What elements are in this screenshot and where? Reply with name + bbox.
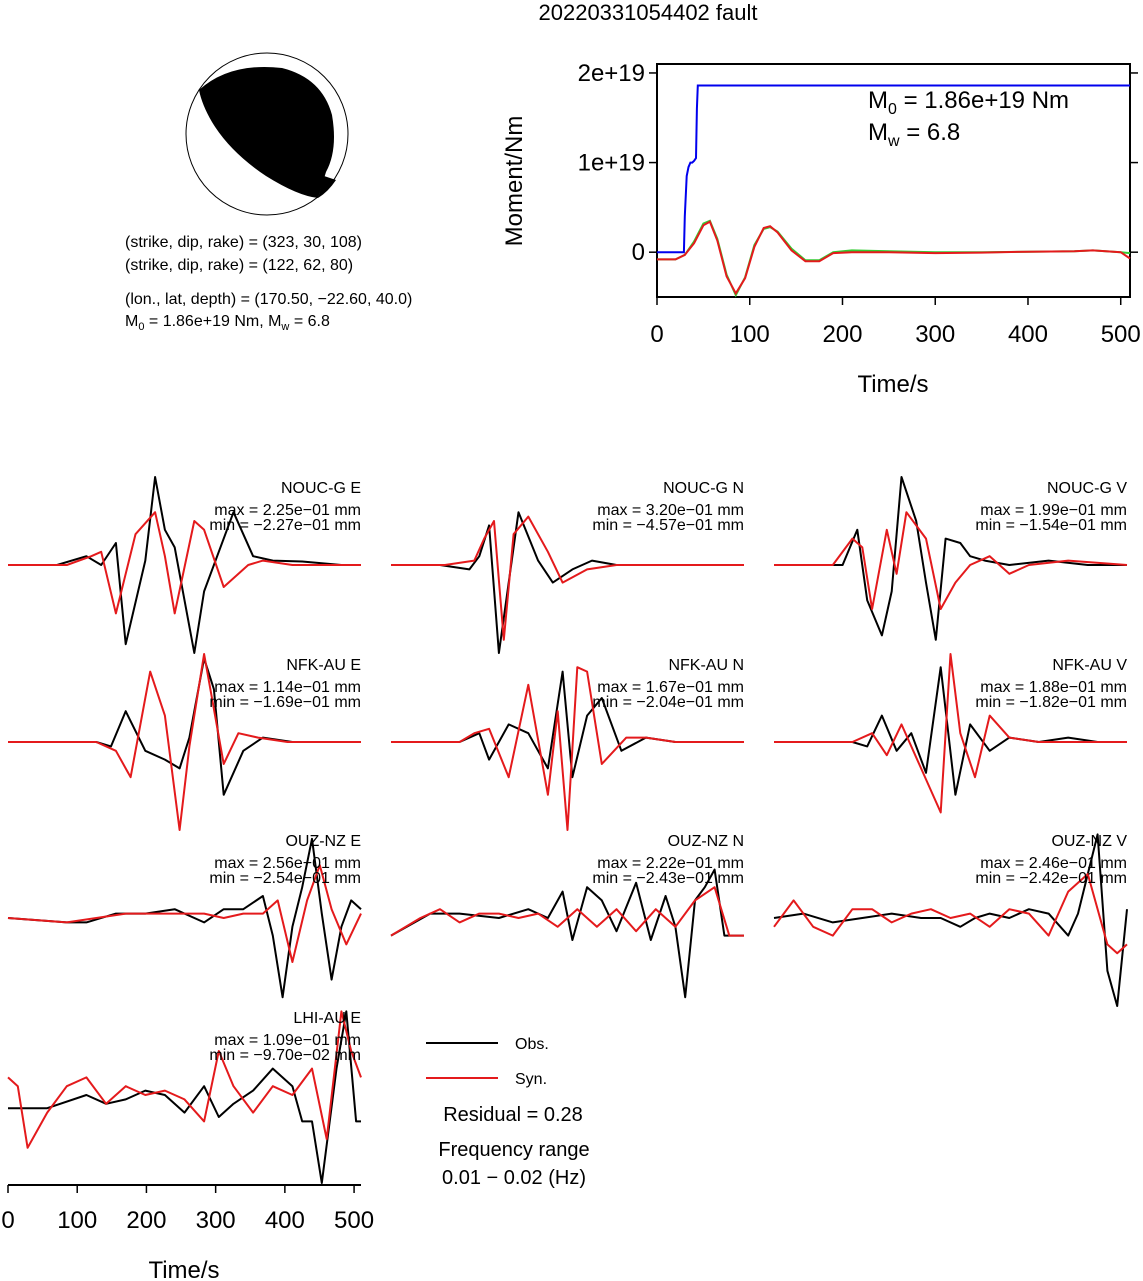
min-amplitude-label: min = −2.27e−01 mm (209, 517, 361, 534)
moment-ylabel: Moment/Nm (501, 116, 528, 247)
max-amplitude-label: max = 2.22e−01 mm (597, 855, 744, 872)
moment-ytick-label: 0 (632, 239, 645, 266)
synthetic-waveform (774, 511, 1128, 610)
nodal-plane-1: (strike, dip, rake) = (323, 30, 108) (125, 234, 362, 251)
moment-xlabel: Time/s (857, 371, 928, 398)
min-amplitude-label: min = −2.04e−01 mm (592, 694, 744, 711)
synthetic-waveform (773, 873, 1128, 955)
location: (lon., lat, depth) = (170.50, −22.60, 40… (125, 291, 412, 308)
synthetic-waveform (391, 666, 744, 831)
min-amplitude-label: min = −1.54e−01 mm (975, 517, 1127, 534)
max-amplitude-label: max = 3.20e−01 mm (597, 502, 744, 519)
figure-title: 20220331054402 fault (539, 0, 758, 25)
waveform-xtick-label: 400 (265, 1207, 305, 1234)
max-amplitude-label: max = 1.67e−01 mm (597, 679, 744, 696)
moment-rate-plot: 0 100 200 300 400 500 0 1e+19 2e+19 Moment/Nm Ti… (501, 60, 1141, 398)
station-label: NFK-AU N (668, 657, 744, 674)
station-label: NOUC-G N (663, 480, 744, 497)
waveform-xtick-label: 0 (1, 1207, 14, 1234)
moment-xtick-label: 100 (730, 321, 770, 348)
waveform-xlabel: Time/s (148, 1257, 219, 1281)
moment-series-line-0 (657, 84, 1130, 254)
waveform-xtick-label: 300 (196, 1207, 236, 1234)
moment-plot-frame (656, 63, 1131, 298)
station-label: NOUC-G E (281, 480, 361, 497)
synthetic-waveform (7, 864, 362, 963)
min-amplitude-label: min = −4.57e−01 mm (592, 517, 744, 534)
min-amplitude-label: min = −1.82e−01 mm (975, 694, 1127, 711)
moment-xtick-label: 0 (650, 321, 663, 348)
min-amplitude-label: min = −2.54e−01 mm (209, 870, 361, 887)
synthetic-waveform (390, 886, 744, 937)
moment-xtick-label: 400 (1008, 321, 1048, 348)
max-amplitude-label: max = 2.56e−01 mm (214, 855, 361, 872)
observed-waveform (774, 476, 1127, 641)
station-label: OUZ-NZ V (1051, 833, 1127, 850)
moment-xtick-label: 300 (915, 321, 955, 348)
waveform-time-axis: Time/s 0 100 200 300 400 500 (1, 1184, 374, 1281)
station-label: NFK-AU E (286, 657, 361, 674)
nodal-plane-2: (strike, dip, rake) = (122, 62, 80) (125, 257, 353, 274)
min-amplitude-label: min = −2.42e−01 mm (975, 870, 1127, 887)
max-amplitude-label: max = 1.14e−01 mm (214, 679, 361, 696)
waveform-xtick-label: 200 (126, 1207, 166, 1234)
residual-text: Residual = 0.28 (443, 1104, 583, 1126)
legend-syn-label: Syn. (515, 1071, 547, 1088)
moment-m0-annotation: M0 = 1.86e+19 Nm (868, 87, 1069, 118)
observed-waveform (773, 833, 1128, 1007)
legend-obs-label: Obs. (515, 1036, 549, 1053)
max-amplitude-label: max = 2.46e−01 mm (980, 855, 1127, 872)
min-amplitude-label: min = −9.70e−02 mm (209, 1047, 361, 1064)
min-amplitude-label: min = −1.69e−01 mm (209, 694, 361, 711)
frequency-value: 0.01 − 0.02 (Hz) (442, 1167, 586, 1189)
waveform-xtick-label: 100 (57, 1207, 97, 1234)
min-amplitude-label: min = −2.43e−01 mm (592, 870, 744, 887)
max-amplitude-label: max = 1.09e−01 mm (214, 1032, 361, 1049)
moment-xtick-label: 500 (1101, 321, 1141, 348)
moment-magnitude-line: M0 = 1.86e+19 Nm, Mw = 6.8 (125, 313, 330, 333)
max-amplitude-label: max = 1.88e−01 mm (980, 679, 1127, 696)
moment-plot-axes: 0 100 200 300 400 500 0 1e+19 2e+19 (578, 60, 1141, 348)
observed-waveform (774, 666, 1127, 796)
moment-ytick-label: 1e+19 (578, 150, 645, 177)
max-amplitude-label: max = 1.99e−01 mm (980, 502, 1127, 519)
waveform-xtick-label: 500 (334, 1207, 374, 1234)
focal-mechanism-beachball (185, 52, 349, 216)
legend: Obs. Syn. Residual = 0.28 Frequency rang… (426, 1036, 590, 1189)
synthetic-waveform (7, 1010, 362, 1149)
observed-waveform (390, 868, 744, 999)
moment-plot-series (657, 84, 1131, 298)
station-label: NOUC-G V (1047, 480, 1127, 497)
moment-xtick-label: 200 (822, 321, 862, 348)
moment-series-line-2 (657, 220, 1131, 296)
synthetic-waveform (391, 515, 744, 641)
observed-waveform (8, 1010, 361, 1184)
synthetic-waveform (774, 653, 1127, 814)
synthetic-waveform (8, 653, 361, 831)
frequency-title: Frequency range (438, 1139, 589, 1161)
station-label: NFK-AU V (1052, 657, 1127, 674)
moment-series-line-1 (657, 219, 1131, 298)
synthetic-waveform (8, 511, 361, 615)
moment-mw-annotation: Mw = 6.8 (868, 119, 960, 150)
max-amplitude-label: max = 2.25e−01 mm (214, 502, 361, 519)
moment-ytick-label: 2e+19 (578, 60, 645, 87)
station-label: OUZ-NZ N (668, 833, 744, 850)
mechanism-info: (strike, dip, rake) = (323, 30, 108) (st… (125, 234, 412, 333)
station-label: LHI-AU E (293, 1010, 361, 1027)
station-label: OUZ-NZ E (285, 833, 361, 850)
observed-waveform (8, 476, 361, 654)
